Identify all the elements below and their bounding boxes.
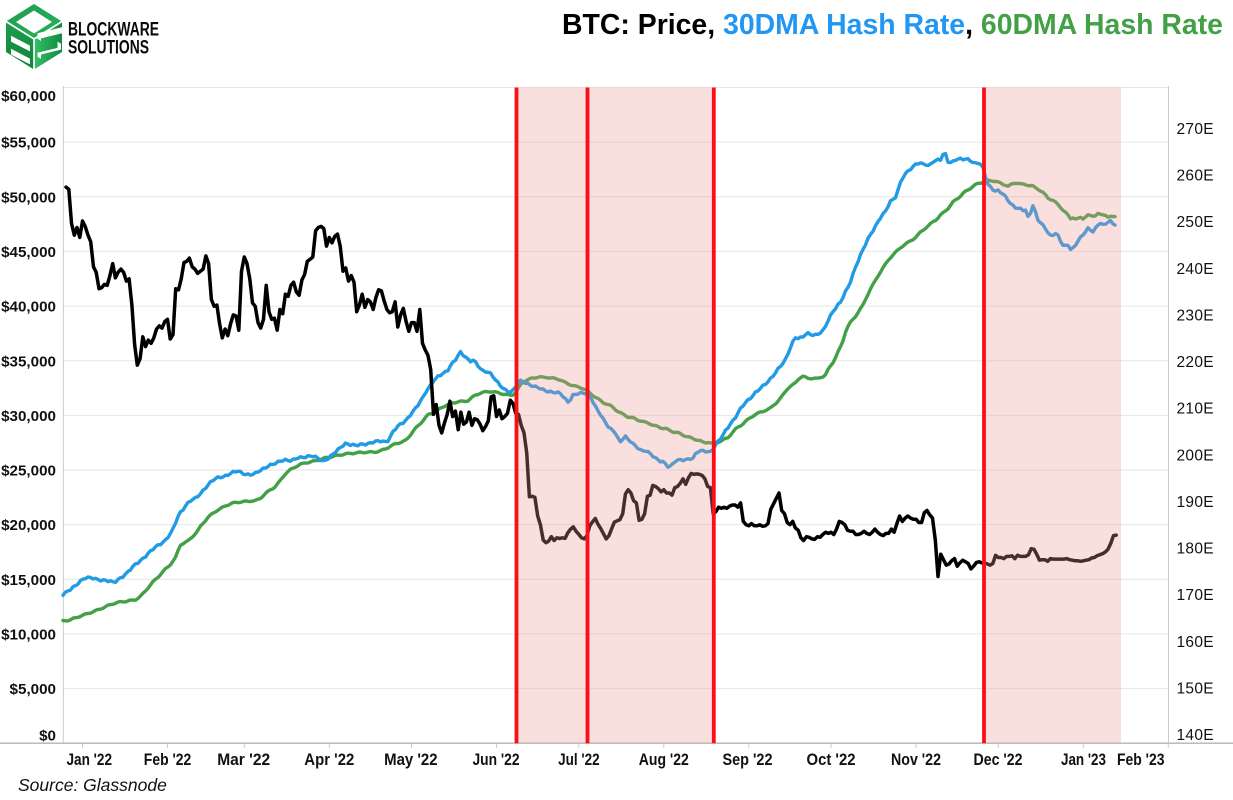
svg-text:Mar '22: Mar '22 (217, 751, 270, 769)
svg-text:230E: 230E (1177, 308, 1214, 325)
svg-text:$0: $0 (39, 728, 56, 745)
svg-text:160E: 160E (1177, 634, 1214, 651)
svg-text:$25,000: $25,000 (1, 463, 56, 480)
svg-text:SOLUTIONS: SOLUTIONS (68, 37, 149, 59)
svg-text:$20,000: $20,000 (1, 517, 56, 534)
svg-text:Nov '22: Nov '22 (891, 751, 941, 769)
svg-text:200E: 200E (1177, 447, 1214, 464)
svg-text:190E: 190E (1177, 494, 1214, 511)
svg-text:Jul '22: Jul '22 (558, 751, 600, 769)
svg-text:Feb '23: Feb '23 (1117, 751, 1165, 769)
svg-text:140E: 140E (1177, 727, 1214, 744)
svg-text:250E: 250E (1177, 214, 1214, 231)
svg-text:260E: 260E (1177, 168, 1214, 185)
svg-text:$45,000: $45,000 (1, 244, 56, 261)
svg-text:May '22: May '22 (384, 751, 438, 769)
svg-text:Apr '22: Apr '22 (304, 751, 354, 769)
svg-text:BLOCKWARE: BLOCKWARE (68, 19, 159, 41)
svg-text:Dec '22: Dec '22 (974, 751, 1023, 769)
svg-text:$5,000: $5,000 (10, 681, 56, 698)
svg-text:Source: Glassnode: Source: Glassnode (18, 775, 167, 795)
svg-text:150E: 150E (1177, 680, 1214, 697)
svg-text:240E: 240E (1177, 261, 1214, 278)
svg-text:$40,000: $40,000 (1, 299, 56, 316)
svg-text:180E: 180E (1177, 541, 1214, 558)
svg-text:$35,000: $35,000 (1, 353, 56, 370)
svg-text:Aug '22: Aug '22 (639, 751, 689, 769)
svg-text:270E: 270E (1177, 121, 1214, 138)
svg-text:$50,000: $50,000 (1, 189, 56, 206)
svg-text:Jun '22: Jun '22 (473, 751, 520, 769)
svg-text:Sep '22: Sep '22 (723, 751, 773, 769)
svg-text:$60,000: $60,000 (1, 88, 56, 105)
svg-text:Oct '22: Oct '22 (807, 751, 856, 769)
svg-text:Jan '23: Jan '23 (1061, 751, 1106, 769)
svg-text:$30,000: $30,000 (1, 408, 56, 425)
svg-text:$55,000: $55,000 (1, 135, 56, 152)
svg-text:220E: 220E (1177, 354, 1214, 371)
svg-text:$15,000: $15,000 (1, 572, 56, 589)
svg-text:Feb '22: Feb '22 (144, 751, 192, 769)
svg-text:170E: 170E (1177, 587, 1214, 604)
svg-text:$10,000: $10,000 (1, 627, 56, 644)
svg-text:210E: 210E (1177, 401, 1214, 418)
svg-text:Jan '22: Jan '22 (67, 751, 113, 769)
svg-text:BTC: Price, 30DMA Hash Rate, 6: BTC: Price, 30DMA Hash Rate, 60DMA Hash … (562, 9, 1223, 41)
